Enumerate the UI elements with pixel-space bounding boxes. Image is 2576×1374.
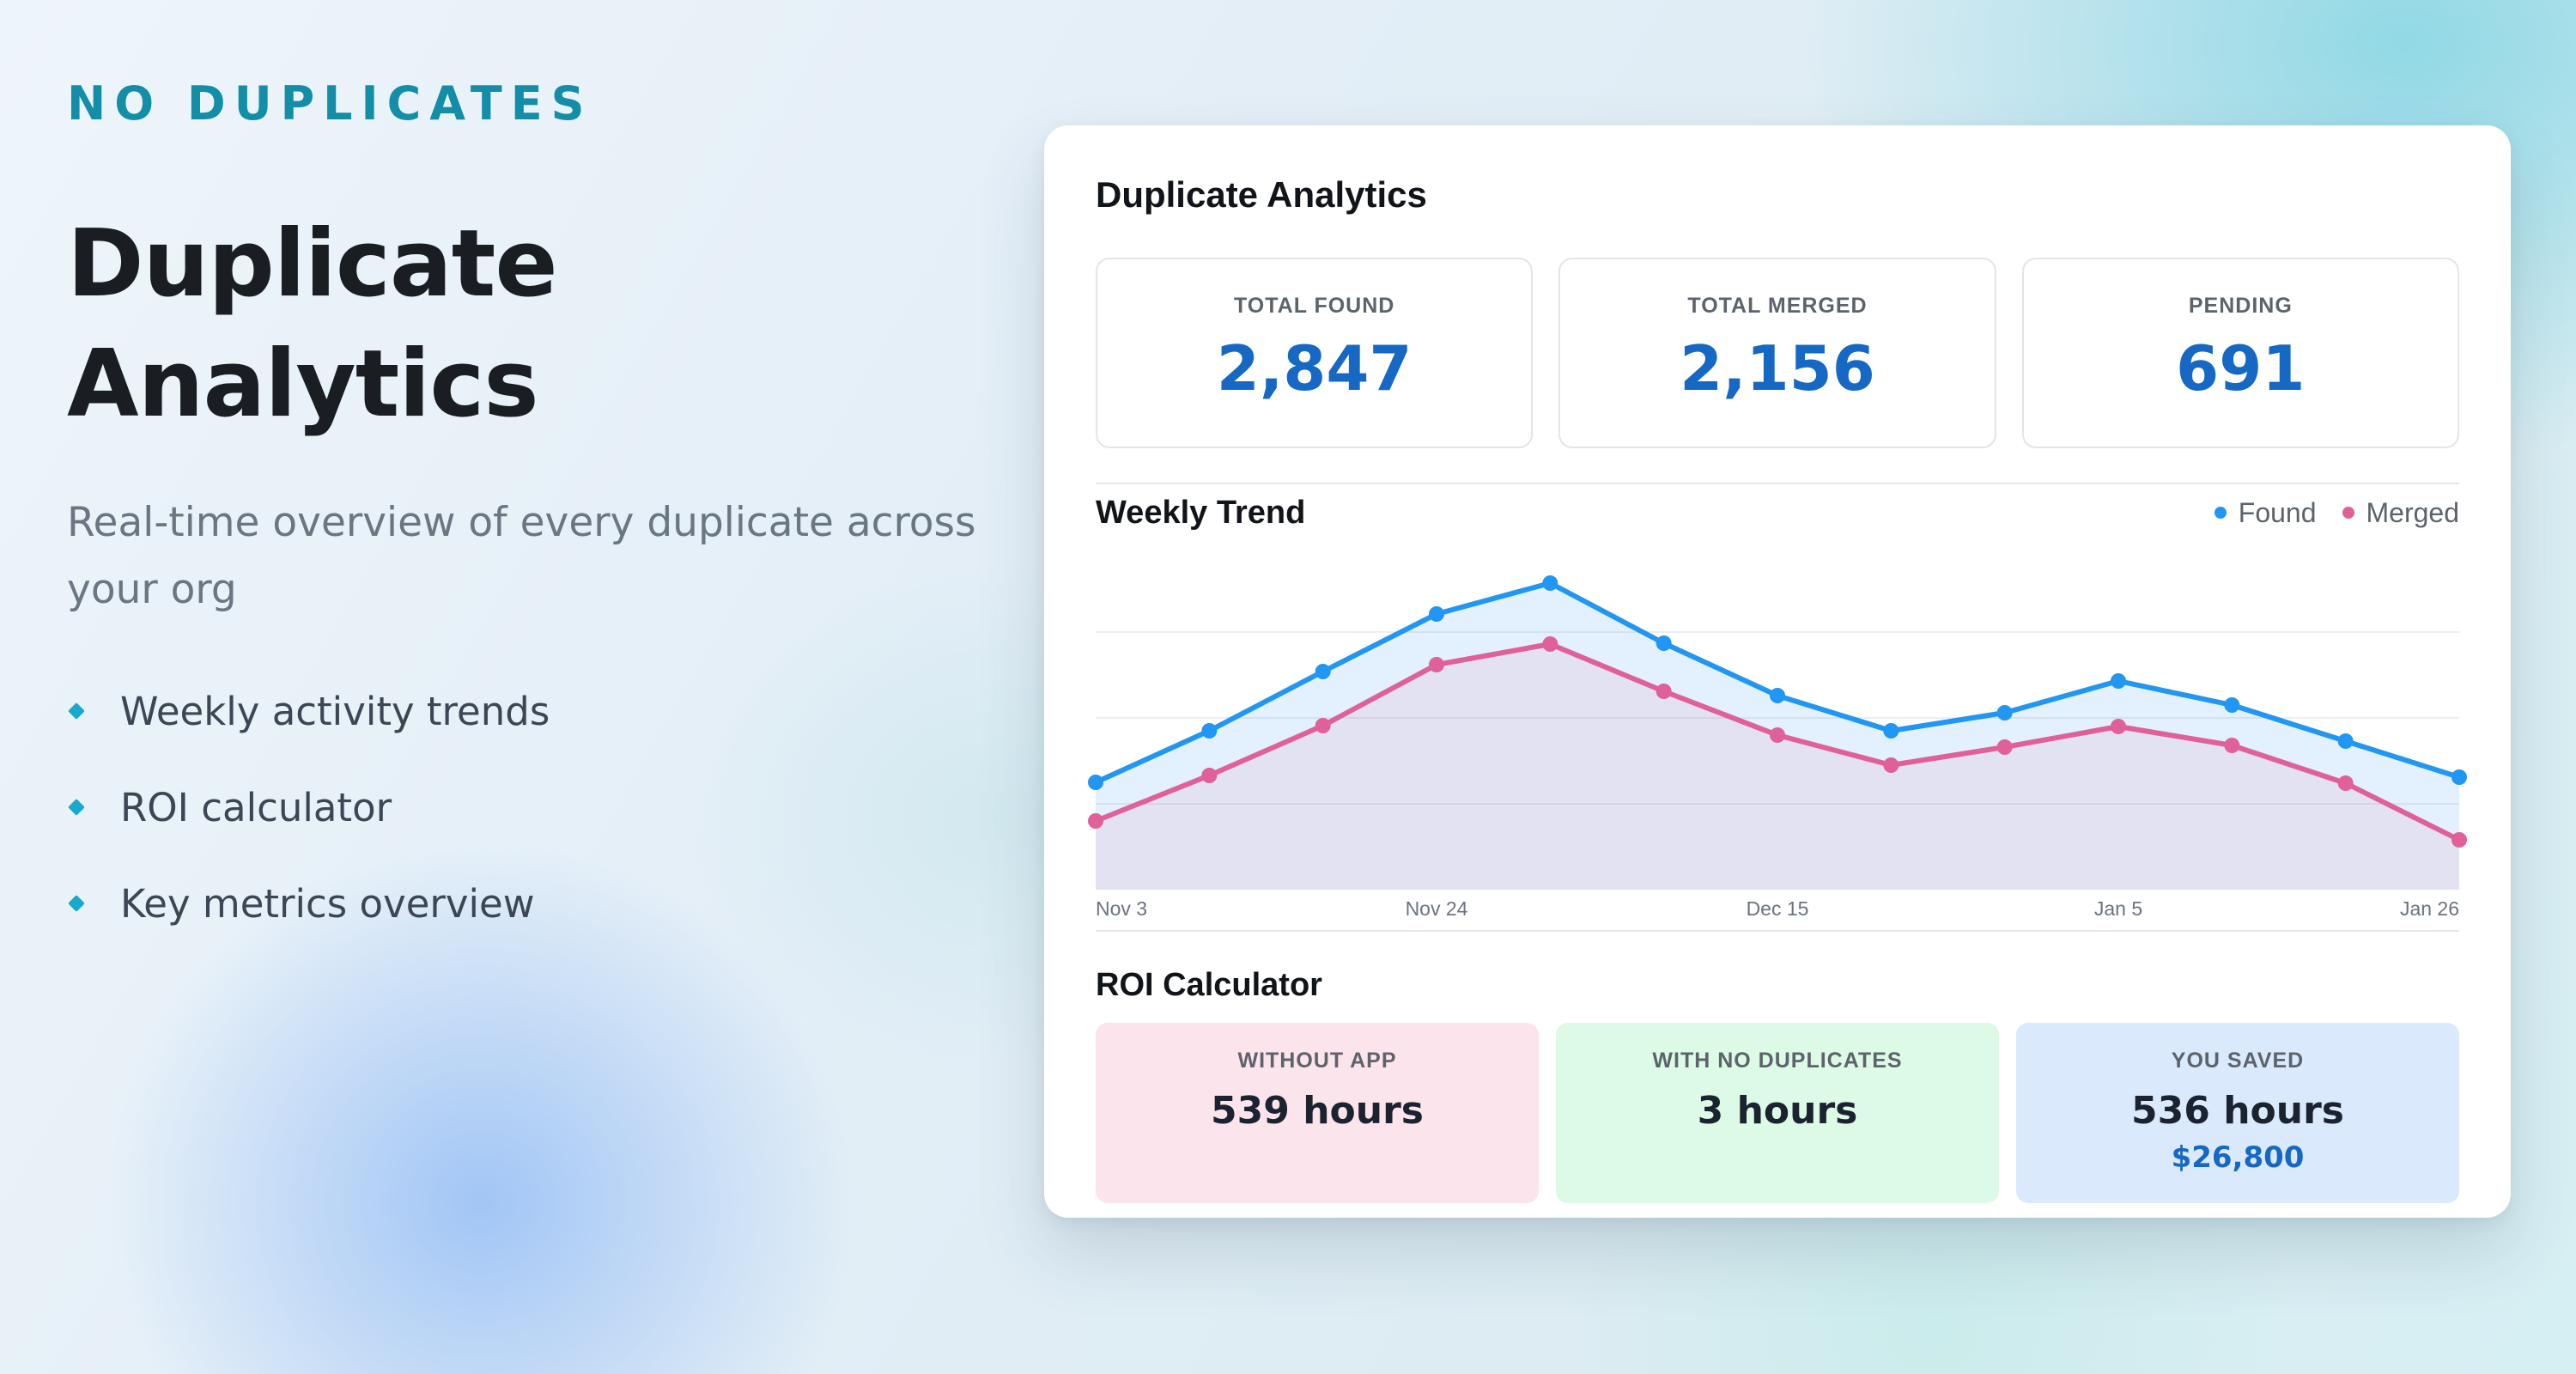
data-point-merged xyxy=(1315,718,1331,733)
trend-header: Weekly Trend Found Merged xyxy=(1096,491,2459,534)
roi-row: WITHOUT APP 539 hours WITH NO DUPLICATES… xyxy=(1096,1023,2459,1203)
data-point-found xyxy=(2111,673,2126,689)
x-tick-label: Jan 26 xyxy=(2400,897,2459,920)
data-point-found xyxy=(1088,775,1103,790)
roi-value: 3 hours xyxy=(1697,1089,1858,1133)
data-point-found xyxy=(1770,688,1785,703)
data-point-merged xyxy=(2111,719,2126,734)
hero-title-line-1: Duplicate xyxy=(67,210,558,318)
data-point-found xyxy=(1201,723,1218,739)
stat-total-found: TOTAL FOUND 2,847 xyxy=(1096,258,1534,448)
stat-value: 2,847 xyxy=(1216,332,1413,404)
legend-dot-icon xyxy=(2342,507,2354,519)
feature-label: Weekly activity trends xyxy=(120,688,550,734)
data-point-found xyxy=(1429,606,1444,622)
stat-value: 2,156 xyxy=(1680,332,1875,404)
area-merged xyxy=(1096,644,2459,890)
stat-pending: PENDING 691 xyxy=(2021,258,2459,448)
data-point-merged xyxy=(1883,757,1899,773)
hero-section: NO DUPLICATES Duplicate Analytics Real-t… xyxy=(67,67,977,951)
data-point-merged xyxy=(1996,739,2013,755)
analytics-card: Duplicate Analytics TOTAL FOUND 2,847 TO… xyxy=(1044,125,2511,1218)
feature-item: ROI calculator xyxy=(67,759,977,855)
data-point-merged xyxy=(1542,636,1558,652)
roi-label: WITHOUT APP xyxy=(1237,1049,1397,1073)
stat-value: 691 xyxy=(2176,332,2306,404)
brand-eyebrow: NO DUPLICATES xyxy=(67,76,593,131)
x-tick-label: Jan 5 xyxy=(2094,897,2142,920)
feature-item: Key metrics overview xyxy=(67,855,977,951)
data-point-found xyxy=(1656,635,1672,651)
trend-chart-svg: Nov 3 Nov 24 Dec 15 Jan 5 Jan 26 xyxy=(1088,575,2467,932)
x-tick-label: Nov 3 xyxy=(1096,897,1147,920)
legend-item-found: Found xyxy=(2214,496,2317,529)
hero-title: Duplicate Analytics xyxy=(67,204,977,445)
data-point-merged xyxy=(1770,727,1785,743)
legend-dot-icon xyxy=(2214,507,2227,519)
feature-label: Key metrics overview xyxy=(120,880,535,927)
data-point-found xyxy=(1542,575,1558,591)
roi-title: ROI Calculator xyxy=(1096,967,1322,1003)
data-point-merged xyxy=(2337,775,2354,791)
diamond-bullet-icon xyxy=(68,895,85,912)
roi-label: WITH NO DUPLICATES xyxy=(1652,1049,1903,1073)
legend-label: Merged xyxy=(2366,496,2460,528)
divider xyxy=(1096,483,2459,484)
legend-item-merged: Merged xyxy=(2342,496,2460,529)
diamond-bullet-icon xyxy=(68,799,85,816)
data-point-found xyxy=(2337,733,2354,749)
hero-title-line-2: Analytics xyxy=(67,331,539,438)
data-point-merged xyxy=(1201,768,1218,783)
data-point-found xyxy=(2451,769,2467,785)
trend-title: Weekly Trend xyxy=(1096,494,1306,531)
data-point-merged xyxy=(1656,684,1672,699)
stat-label: TOTAL FOUND xyxy=(1233,294,1395,318)
chart-legend: Found Merged xyxy=(2189,497,2459,529)
legend-label: Found xyxy=(2238,496,2317,528)
data-point-found xyxy=(1315,664,1331,679)
data-point-found xyxy=(2224,697,2240,713)
roi-value: 539 hours xyxy=(1211,1089,1424,1133)
feature-list: Weekly activity trends ROI calculator Ke… xyxy=(67,663,977,951)
roi-with-app: WITH NO DUPLICATES 3 hours xyxy=(1556,1023,1999,1203)
stat-total-merged: TOTAL MERGED 2,156 xyxy=(1558,258,1996,448)
roi-value: 536 hours xyxy=(2131,1089,2344,1133)
stat-label: TOTAL MERGED xyxy=(1687,294,1868,318)
data-point-merged xyxy=(2451,832,2467,848)
data-point-found xyxy=(1883,723,1899,739)
feature-label: ROI calculator xyxy=(120,784,392,830)
trend-chart: Nov 3 Nov 24 Dec 15 Jan 5 Jan 26 xyxy=(1088,538,2467,933)
x-tick-label: Nov 24 xyxy=(1406,897,1468,920)
hero-subtitle: Real-time overview of every duplicate ac… xyxy=(67,499,976,613)
data-point-merged xyxy=(2224,738,2240,753)
roi-saved-money: $26,800 xyxy=(2171,1140,2305,1175)
roi-without-app: WITHOUT APP 539 hours xyxy=(1096,1023,1539,1203)
data-point-merged xyxy=(1429,657,1444,672)
data-point-found xyxy=(1996,705,2013,720)
roi-saved: YOU SAVED 536 hours $26,800 xyxy=(2016,1023,2459,1203)
x-tick-label: Dec 15 xyxy=(1747,897,1809,920)
stat-label: PENDING xyxy=(2188,294,2293,318)
roi-label: YOU SAVED xyxy=(2171,1049,2305,1073)
stats-row: TOTAL FOUND 2,847 TOTAL MERGED 2,156 PEN… xyxy=(1096,258,2459,448)
feature-item: Weekly activity trends xyxy=(67,663,977,759)
diamond-bullet-icon xyxy=(68,702,85,720)
data-point-merged xyxy=(1088,813,1103,829)
card-title: Duplicate Analytics xyxy=(1096,174,1427,215)
